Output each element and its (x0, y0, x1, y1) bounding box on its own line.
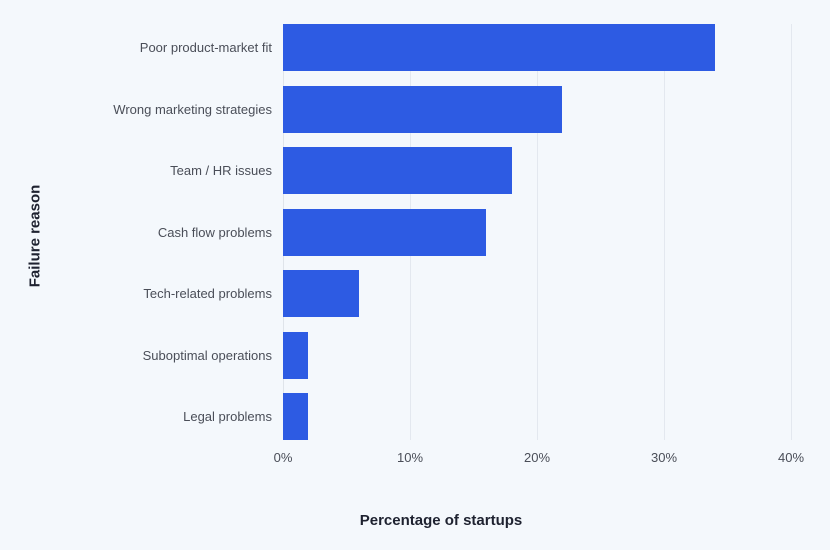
bar (283, 393, 309, 440)
x-tick: 10% (396, 450, 424, 465)
bar (283, 24, 715, 71)
category-label: Suboptimal operations (142, 347, 272, 363)
y-axis-title: Failure reason (26, 184, 44, 288)
category-label: Tech-related problems (143, 286, 272, 301)
category-label: Legal problems (183, 409, 272, 424)
x-tick: 30% (650, 450, 678, 465)
category-label: Wrong marketing strategies (113, 101, 272, 117)
gridline-30 (664, 24, 665, 440)
bar (283, 270, 360, 317)
bar (283, 331, 309, 379)
category-label: Cash flow problems (157, 224, 272, 240)
category-label: Team / HR issues (170, 163, 272, 178)
x-axis-title: Percentage of startups (359, 512, 523, 529)
category-label: Poor product-market fit (139, 40, 272, 55)
x-tick: 40% (777, 450, 805, 465)
gridline-40 (791, 24, 792, 440)
bar (283, 147, 512, 194)
bar (283, 208, 487, 256)
x-tick: 20% (523, 450, 551, 465)
gridline-20 (537, 24, 538, 440)
bar (283, 85, 563, 133)
x-tick: 0% (273, 450, 293, 465)
